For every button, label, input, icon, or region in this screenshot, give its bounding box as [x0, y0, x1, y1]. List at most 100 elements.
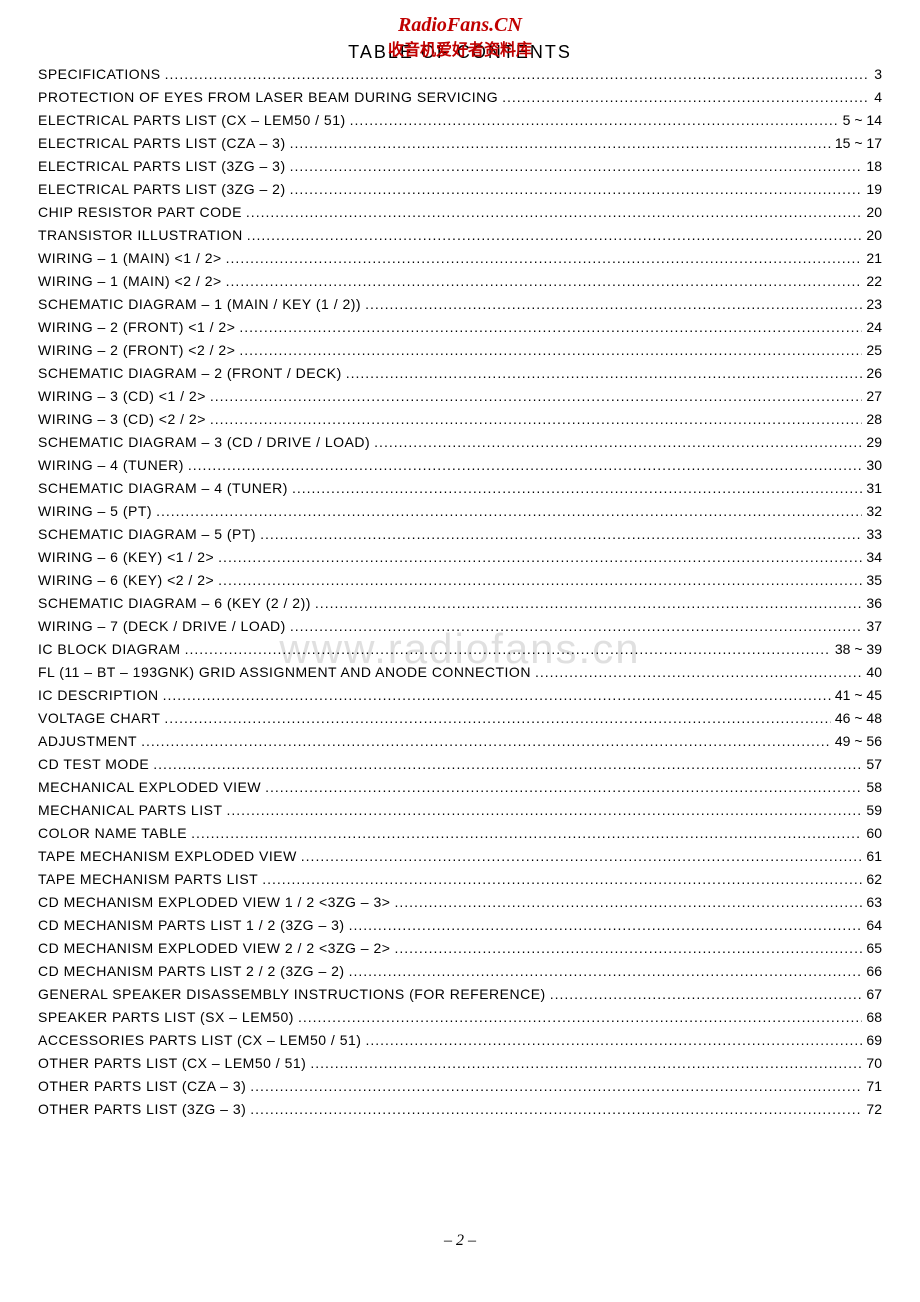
toc-leader-dots [218, 569, 862, 592]
toc-leader-dots [365, 293, 862, 316]
toc-entry-page: 34 [866, 546, 882, 569]
toc-row: SPEAKER PARTS LIST (SX – LEM50)68 [38, 1006, 882, 1029]
toc-entry-title: OTHER PARTS LIST (3ZG – 3) [38, 1098, 246, 1121]
toc-row: SCHEMATIC DIAGRAM – 5 (PT)33 [38, 523, 882, 546]
toc-row: CD TEST MODE57 [38, 753, 882, 776]
toc-entry-page: 25 [866, 339, 882, 362]
toc-entry-title: ELECTRICAL PARTS LIST (3ZG – 3) [38, 155, 286, 178]
toc-row: COLOR NAME TABLE60 [38, 822, 882, 845]
toc-entry-page: 38 ~ 39 [835, 638, 882, 661]
toc-entry-title: WIRING – 6 (KEY) <1 / 2> [38, 546, 214, 569]
toc-leader-dots [394, 891, 862, 914]
toc-row: WIRING – 2 (FRONT) <1 / 2>24 [38, 316, 882, 339]
toc-entry-title: ELECTRICAL PARTS LIST (CX – LEM50 / 51) [38, 109, 346, 132]
toc-entry-page: 66 [866, 960, 882, 983]
toc-row: WIRING – 2 (FRONT) <2 / 2> 25 [38, 339, 882, 362]
toc-leader-dots [239, 316, 862, 339]
toc-leader-dots [226, 270, 863, 293]
toc-entry-title: WIRING – 2 (FRONT) <1 / 2> [38, 316, 235, 339]
toc-leader-dots [290, 132, 831, 155]
toc-entry-page: 60 [866, 822, 882, 845]
toc-entry-title: OTHER PARTS LIST (CZA – 3) [38, 1075, 246, 1098]
toc-entry-page: 59 [866, 799, 882, 822]
toc-leader-dots [260, 523, 862, 546]
toc-leader-dots [185, 638, 831, 661]
toc-row: CD MECHANISM EXPLODED VIEW 1 / 2 <3ZG – … [38, 891, 882, 914]
toc-entry-title: WIRING – 7 (DECK / DRIVE / LOAD) [38, 615, 286, 638]
toc-leader-dots [535, 661, 862, 684]
toc-row: VOLTAGE CHART46 ~ 48 [38, 707, 882, 730]
toc-leader-dots [502, 86, 870, 109]
toc-entry-page: 35 [866, 569, 882, 592]
toc-row: IC BLOCK DIAGRAM38 ~ 39 [38, 638, 882, 661]
toc-entry-title: CD MECHANISM PARTS LIST 1 / 2 (3ZG – 3) [38, 914, 345, 937]
toc-row: WIRING – 3 (CD) <2 / 2>28 [38, 408, 882, 431]
toc-entry-title: WIRING – 2 (FRONT) <2 / 2> [38, 339, 235, 362]
toc-leader-dots [156, 500, 862, 523]
toc-entry-title: FL (11 – BT – 193GNK) GRID ASSIGNMENT AN… [38, 661, 531, 684]
toc-entry-page: 41 ~ 45 [835, 684, 882, 707]
toc-entry-title: SCHEMATIC DIAGRAM – 4 (TUNER) [38, 477, 288, 500]
toc-entry-page: 21 [866, 247, 882, 270]
toc-entry-page: 40 [866, 661, 882, 684]
toc-entry-page: 70 [866, 1052, 882, 1075]
toc-leader-dots [191, 822, 862, 845]
toc-entry-page: 64 [866, 914, 882, 937]
toc-row: SPECIFICATIONS 3 [38, 63, 882, 86]
toc-entry-title: SPECIFICATIONS [38, 63, 161, 86]
toc-row: ELECTRICAL PARTS LIST (3ZG – 2)19 [38, 178, 882, 201]
toc-entry-page: 61 [866, 845, 882, 868]
toc-leader-dots [247, 224, 863, 247]
toc-entry-title: WIRING – 5 (PT) [38, 500, 152, 523]
toc-entry-title: SCHEMATIC DIAGRAM – 5 (PT) [38, 523, 256, 546]
toc-entry-page: 3 [874, 63, 882, 86]
toc-entry-page: 5 ~ 14 [843, 109, 882, 132]
toc-entry-page: 31 [866, 477, 882, 500]
toc-leader-dots [250, 1098, 862, 1121]
toc-row: WIRING – 1 (MAIN) <2 / 2>22 [38, 270, 882, 293]
toc-entry-title: SCHEMATIC DIAGRAM – 3 (CD / DRIVE / LOAD… [38, 431, 370, 454]
toc-entry-title: CD MECHANISM EXPLODED VIEW 1 / 2 <3ZG – … [38, 891, 390, 914]
toc-entry-page: 26 [866, 362, 882, 385]
toc-entry-title: TRANSISTOR ILLUSTRATION [38, 224, 243, 247]
toc-row: CHIP RESISTOR PART CODE20 [38, 201, 882, 224]
toc-entry-title: WIRING – 6 (KEY) <2 / 2> [38, 569, 214, 592]
toc-row: ACCESSORIES PARTS LIST (CX – LEM50 / 51)… [38, 1029, 882, 1052]
toc-entry-page: 27 [866, 385, 882, 408]
toc-entry-page: 67 [866, 983, 882, 1006]
toc-row: ELECTRICAL PARTS LIST (3ZG – 3)18 [38, 155, 882, 178]
watermark-header: RadioFans.CN [0, 14, 920, 37]
toc-entry-title: WIRING – 1 (MAIN) <2 / 2> [38, 270, 222, 293]
toc-row: WIRING – 3 (CD) <1 / 2>27 [38, 385, 882, 408]
toc-entry-page: 19 [866, 178, 882, 201]
toc-row: OTHER PARTS LIST (CZA – 3)71 [38, 1075, 882, 1098]
toc-entry-page: 37 [866, 615, 882, 638]
toc-entry-page: 36 [866, 592, 882, 615]
toc-leader-dots [227, 799, 863, 822]
toc-entry-page: 20 [866, 201, 882, 224]
toc-leader-dots [394, 937, 862, 960]
toc-entry-title: MECHANICAL PARTS LIST [38, 799, 223, 822]
toc-leader-dots [290, 178, 863, 201]
toc-entry-title: OTHER PARTS LIST (CX – LEM50 / 51) [38, 1052, 306, 1075]
toc-leader-dots [188, 454, 863, 477]
toc-entry-page: 4 [874, 86, 882, 109]
toc-row: CD MECHANISM PARTS LIST 1 / 2 (3ZG – 3) 6… [38, 914, 882, 937]
toc-row: WIRING – 7 (DECK / DRIVE / LOAD) 37 [38, 615, 882, 638]
toc-leader-dots [292, 477, 862, 500]
toc-leader-dots [365, 1029, 862, 1052]
toc-entry-title: CD TEST MODE [38, 753, 149, 776]
toc-leader-dots [218, 546, 862, 569]
toc-row: TRANSISTOR ILLUSTRATION20 [38, 224, 882, 247]
toc-row: WIRING – 6 (KEY) <1 / 2> 34 [38, 546, 882, 569]
toc-row: SCHEMATIC DIAGRAM – 1 (MAIN / KEY (1 / 2… [38, 293, 882, 316]
toc-leader-dots [246, 201, 863, 224]
toc-row: WIRING – 1 (MAIN) <1 / 2>21 [38, 247, 882, 270]
toc-entry-page: 46 ~ 48 [835, 707, 882, 730]
page-number: – 2 – [0, 1232, 920, 1250]
toc-row: CD MECHANISM PARTS LIST 2 / 2 (3ZG – 2)6… [38, 960, 882, 983]
toc-entry-title: IC DESCRIPTION [38, 684, 159, 707]
toc-entry-title: ACCESSORIES PARTS LIST (CX – LEM50 / 51) [38, 1029, 361, 1052]
toc-leader-dots [226, 247, 863, 270]
toc-leader-dots [165, 63, 871, 86]
